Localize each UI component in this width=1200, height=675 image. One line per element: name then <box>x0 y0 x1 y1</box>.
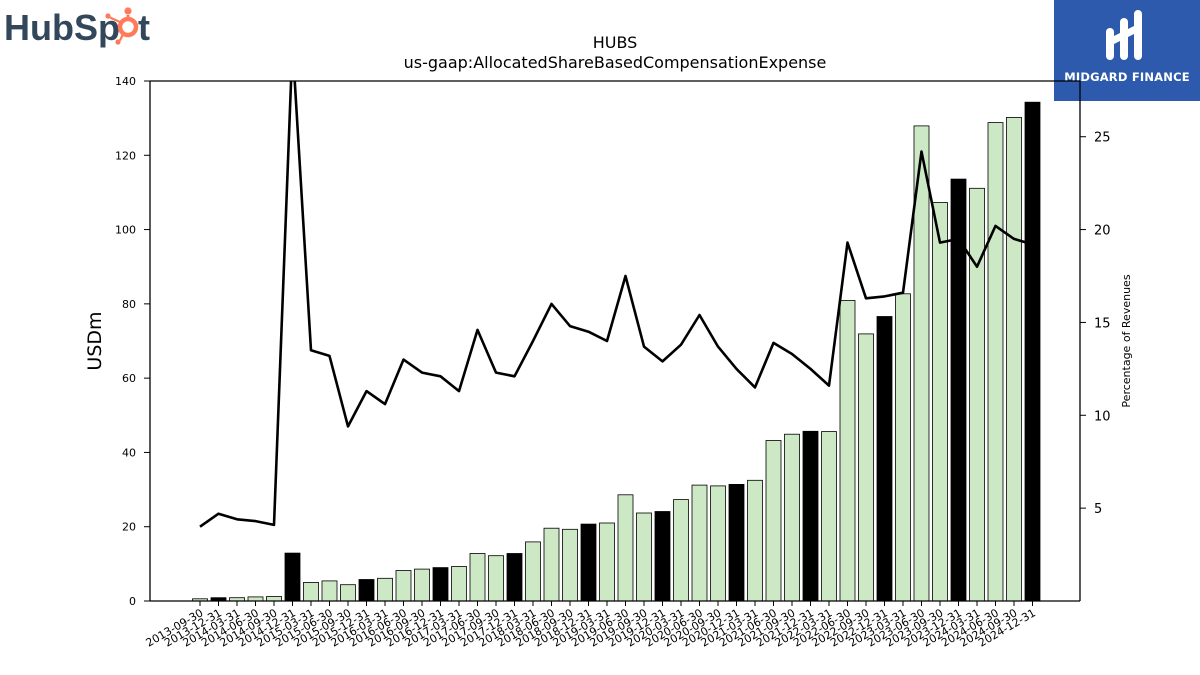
bar <box>987 122 1004 602</box>
bar <box>821 431 837 602</box>
midgard-finance-label: MIDGARD FINANCE <box>1064 70 1190 84</box>
y2-tick-label: 10 <box>1094 409 1111 424</box>
svg-text:t: t <box>138 7 150 48</box>
chart-subtitle: us-gaap:AllocatedShareBasedCompensationE… <box>403 53 827 72</box>
y-tick-label: 120 <box>115 149 136 162</box>
bar <box>525 541 541 602</box>
bar <box>654 511 671 602</box>
bar <box>377 577 393 602</box>
bar <box>321 580 338 602</box>
bar <box>1024 101 1041 602</box>
chart-title: HUBS <box>592 33 638 52</box>
bar <box>562 528 578 602</box>
bar <box>506 553 523 602</box>
midgard-finance-logo: MIDGARD FINANCE <box>1054 0 1200 101</box>
y2-tick-label: 15 <box>1094 316 1111 331</box>
bar <box>266 596 282 602</box>
y-tick-label: 40 <box>122 446 136 459</box>
bar <box>617 494 634 602</box>
bar <box>414 568 430 602</box>
bar <box>451 566 467 602</box>
bar <box>969 187 985 602</box>
bar <box>469 553 486 602</box>
bar <box>673 499 689 602</box>
bar <box>784 433 800 602</box>
bar <box>895 293 911 602</box>
y-tick-label: 100 <box>115 224 136 237</box>
y-tick-label: 20 <box>122 521 136 534</box>
y2-tick-label: 5 <box>1094 502 1102 517</box>
y-tick-label: 0 <box>129 595 136 608</box>
y2-tick-label: 20 <box>1094 224 1111 239</box>
bar <box>858 333 874 602</box>
bar <box>358 579 375 602</box>
bar <box>950 178 967 602</box>
y-tick-label: 80 <box>122 298 136 311</box>
bar <box>488 555 504 602</box>
bar <box>932 202 948 602</box>
bar <box>839 300 856 602</box>
y2-axis-label: Percentage of Revenues <box>1120 274 1133 407</box>
bar <box>876 316 893 602</box>
bar <box>395 570 412 602</box>
bar <box>1006 117 1022 602</box>
midgard-mark-icon <box>1106 10 1142 60</box>
bar <box>728 483 745 602</box>
y2-tick-label: 25 <box>1094 131 1111 146</box>
bar <box>599 522 615 602</box>
bar <box>284 552 301 602</box>
bar <box>303 582 319 602</box>
bar <box>543 527 560 602</box>
bar <box>340 584 356 602</box>
hubspot-logo: HubSp t <box>4 7 150 48</box>
y-tick-label: 140 <box>115 75 136 88</box>
bar <box>710 485 726 602</box>
bar <box>747 479 763 602</box>
bar <box>802 430 819 602</box>
hubspot-logo-text: HubSp <box>4 7 120 48</box>
bar <box>765 440 782 602</box>
bar <box>432 567 449 602</box>
bar <box>636 512 652 602</box>
y-axis-label: USDm <box>84 311 106 370</box>
series-line-percentage-of-revenues <box>199 81 1033 528</box>
bar <box>691 484 708 602</box>
bar <box>580 523 597 602</box>
y-tick-label: 60 <box>122 372 136 385</box>
